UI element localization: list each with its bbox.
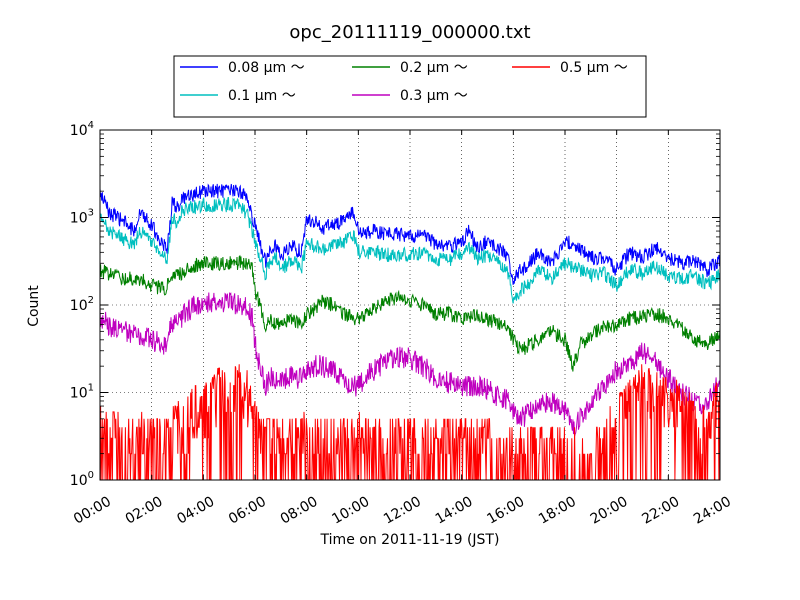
y-tick-label: 101 [70, 383, 94, 402]
series-line-1 [100, 183, 720, 285]
y-axis: 100 101 102 103 104 [70, 120, 720, 489]
series-line-4 [100, 292, 720, 437]
y-tick-label: 102 [70, 295, 94, 314]
chart-title: opc_20111119_000000.txt [289, 22, 530, 43]
y-axis-label: Count [26, 285, 42, 327]
legend-box [173, 55, 647, 118]
series-line-5 [100, 364, 720, 480]
legend-label: 0.3 μm ～ [400, 88, 468, 104]
legend-label: 0.5 μm ～ [560, 60, 628, 76]
series-line-3 [100, 254, 720, 372]
grid-lines [100, 130, 720, 480]
y-tick-label: 104 [70, 120, 94, 139]
legend: 0.08 μm ～ 0.1 μm ～ 0.2 μm ～ 0.3 μm ～ 0.5 μm … [173, 55, 647, 118]
y-tick-label: 100 [70, 470, 94, 489]
legend-label: 0.08 μm ～ [228, 60, 305, 76]
y-tick-label: 103 [70, 208, 94, 227]
legend-label: 0.2 μm ～ [400, 60, 468, 76]
series-group [100, 183, 720, 480]
x-axis-label: Time on 2011-11-19 (JST) [320, 532, 500, 548]
series-line-2 [100, 196, 720, 304]
legend-label: 0.1 μm ～ [228, 88, 296, 104]
